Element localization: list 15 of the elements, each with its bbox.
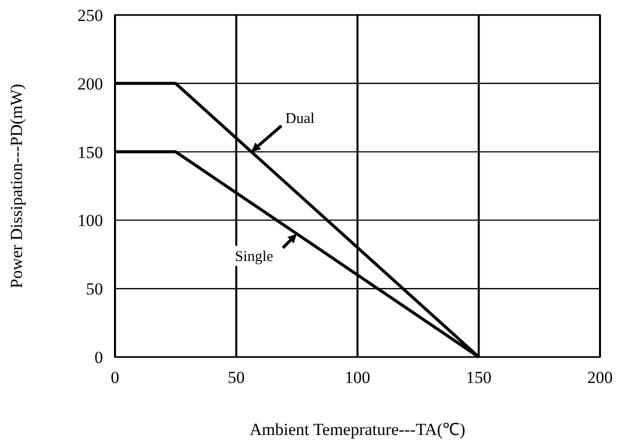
x-tick-label: 50 [228,368,245,387]
y-tick-label: 50 [86,280,103,299]
x-axis-title: Ambient Temeprature---TA(℃) [250,420,466,439]
y-tick-label: 250 [78,6,103,25]
y-tick-label: 150 [78,142,103,162]
y-axis-title: Power Dissipation---PD(mW) [7,84,26,288]
y-tick-label: 0 [94,348,103,367]
x-tick-label: 150 [466,368,492,387]
x-tick-label: 200 [587,368,613,387]
y-tick-label: 200 [78,74,103,94]
x-tick-label: 100 [344,368,370,387]
x-tick-label: 0 [110,368,120,387]
text: Dual [285,110,315,127]
legend-label: Single [234,248,274,265]
y-tick-label: 100 [78,211,103,230]
